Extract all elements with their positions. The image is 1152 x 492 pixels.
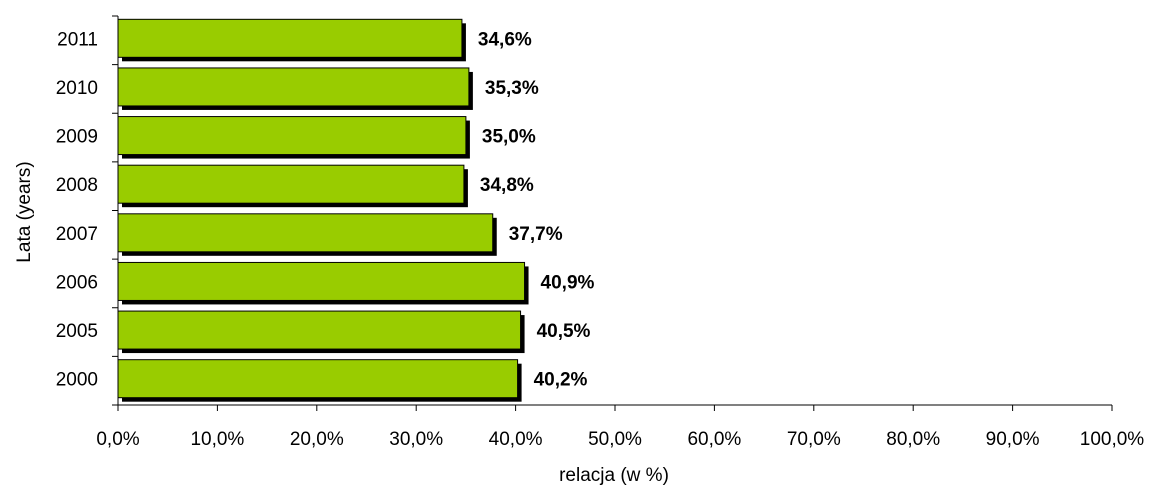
data-label-2006: 40,9% xyxy=(541,272,595,293)
bar-2007 xyxy=(117,213,494,253)
data-label-2005: 40,5% xyxy=(537,321,591,342)
bar-2005 xyxy=(117,310,522,350)
bar-2009 xyxy=(117,116,467,156)
data-labels-layer: 34,6% 35,3% 35,0% 34,8% 37,7% 40,9% 40,5% 40,2% xyxy=(478,29,595,390)
y-tick-label-2011: 2011 xyxy=(57,29,98,50)
axes-layer: 2011 2010 2009 2008 2007 2006 2005 2000 0,0% 10,0… xyxy=(56,15,1145,450)
y-axis-title: Lata (years) xyxy=(14,161,35,262)
bars-layer xyxy=(117,18,529,402)
y-tick-label-2006: 2006 xyxy=(56,272,98,293)
bar-2006 xyxy=(117,261,526,301)
y-tick-label-2009: 2009 xyxy=(56,127,98,148)
y-tick-label-2005: 2005 xyxy=(56,321,98,342)
data-label-2010: 35,3% xyxy=(485,78,539,99)
x-tick-label: 50,0% xyxy=(588,429,642,450)
x-tick-label: 60,0% xyxy=(687,429,741,450)
data-label-2011: 34,6% xyxy=(478,29,532,50)
x-tick-label: 0,0% xyxy=(96,429,139,450)
x-tick-label: 30,0% xyxy=(389,429,443,450)
bar-2010 xyxy=(117,67,470,107)
bar-2000 xyxy=(117,359,519,399)
data-label-2008: 34,8% xyxy=(480,175,534,196)
data-label-2007: 37,7% xyxy=(509,224,563,245)
y-tick-label-2000: 2000 xyxy=(56,370,98,391)
bar-2011 xyxy=(117,18,463,58)
x-tick-label: 100,0% xyxy=(1080,429,1145,450)
x-tick-label: 40,0% xyxy=(489,429,543,450)
x-tick-label: 80,0% xyxy=(886,429,940,450)
y-tick-label-2007: 2007 xyxy=(56,224,98,245)
x-tick-label: 10,0% xyxy=(190,429,244,450)
x-axis-title: relacja (w %) xyxy=(559,465,669,486)
data-label-2009: 35,0% xyxy=(482,127,536,148)
x-tick-label: 20,0% xyxy=(290,429,344,450)
bar-2008 xyxy=(117,164,465,204)
x-tick-label: 70,0% xyxy=(787,429,841,450)
x-tick-label: 90,0% xyxy=(986,429,1040,450)
y-tick-label-2008: 2008 xyxy=(56,175,98,196)
data-label-2000: 40,2% xyxy=(534,370,588,391)
y-tick-label-2010: 2010 xyxy=(56,78,98,99)
